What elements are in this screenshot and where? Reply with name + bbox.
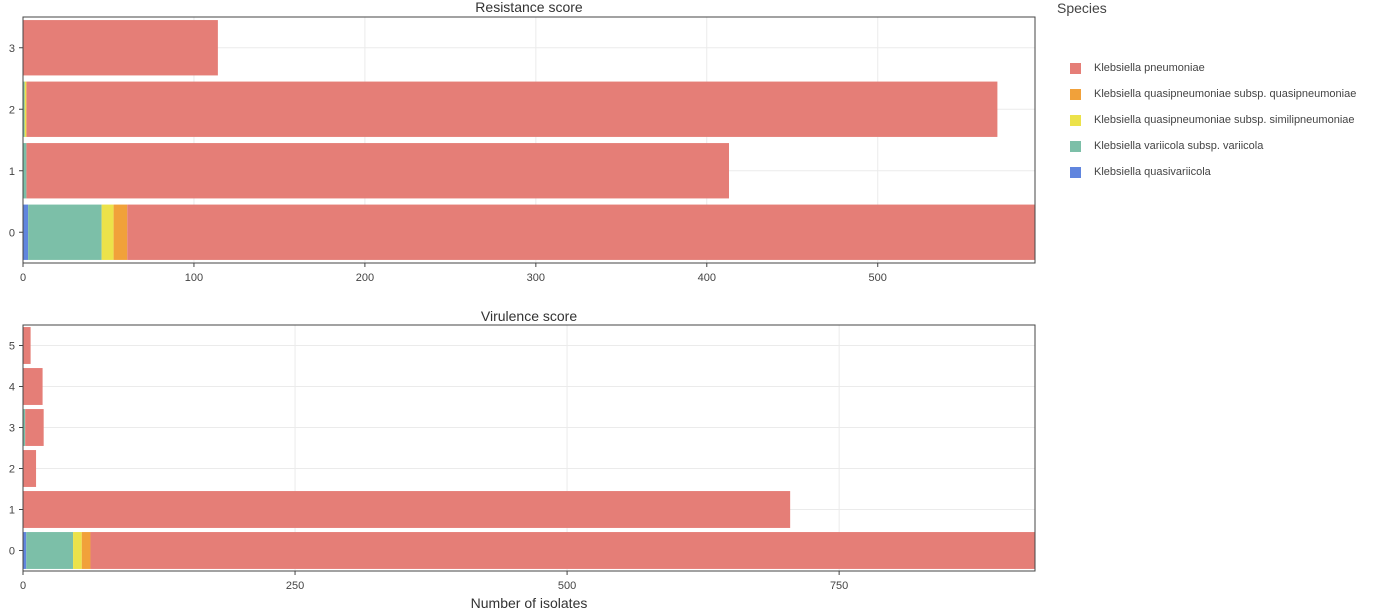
- x-tick-label: 500: [558, 580, 576, 592]
- y-tick-label: 3: [9, 423, 15, 435]
- bar-segment-klebsiella-pneumoniae-4[interactable]: [23, 368, 43, 405]
- bar-segment-klebsiella-variicola-subsp-variicola-0[interactable]: [26, 532, 74, 569]
- y-tick-label: 1: [9, 166, 15, 178]
- x-tick-label: 300: [527, 272, 545, 284]
- chart-title: Virulence score: [481, 308, 577, 324]
- legend-item-klebsiella-pneumoniae[interactable]: Klebsiella pneumoniae: [1070, 60, 1205, 76]
- legend-item-similipneumoniae[interactable]: Klebsiella quasipneumoniae subsp. simili…: [1070, 112, 1355, 128]
- bar-segment-klebsiella-pneumoniae-2[interactable]: [23, 450, 37, 487]
- x-tick-label: 100: [185, 272, 203, 284]
- x-axis-title: Number of isolates: [471, 595, 588, 611]
- bar-segment-klebsiella-quasipneumoniae-subsp-similipneumoniae-2[interactable]: [24, 81, 27, 137]
- bar-segment-klebsiella-pneumoniae-0[interactable]: [90, 532, 1035, 569]
- legend-swatch: [1070, 140, 1081, 152]
- chart-title: Resistance score: [475, 0, 583, 15]
- plot-frame: [22, 16, 1036, 264]
- y-tick-label: 5: [9, 341, 15, 353]
- bar-segment-klebsiella-pneumoniae-2[interactable]: [26, 81, 998, 137]
- bar-segment-klebsiella-quasipneumoniae-subsp-similipneumoniae-0[interactable]: [73, 532, 82, 569]
- x-tick-label: 0: [20, 272, 26, 284]
- x-tick-label: 0: [20, 580, 26, 592]
- plot-frame: [22, 324, 1036, 572]
- y-tick-label: 3: [9, 43, 15, 55]
- bar-segment-klebsiella-quasipneumoniae-subsp-quasipneumoniae-0[interactable]: [81, 532, 91, 569]
- bar-segment-klebsiella-pneumoniae-1[interactable]: [26, 143, 730, 199]
- x-tick-label: 750: [830, 580, 848, 592]
- y-tick-label: 2: [9, 464, 15, 476]
- x-tick-label: 250: [286, 580, 304, 592]
- legend-label: Klebsiella quasipneumoniae subsp. simili…: [1094, 114, 1355, 126]
- x-tick-label: 500: [869, 272, 887, 284]
- chart-panel-resistance-score: 0 100 200 300 400 500 0 1 2 3 Resistance score: [9, 0, 1036, 284]
- x-tick-label: 400: [698, 272, 716, 284]
- legend-title: Species: [1057, 0, 1107, 16]
- bar-segment-klebsiella-pneumoniae-3[interactable]: [23, 20, 218, 76]
- legend-label: Klebsiella quasivariicola: [1094, 166, 1211, 178]
- legend-label: Klebsiella pneumoniae: [1094, 62, 1205, 74]
- y-tick-label: 1: [9, 505, 15, 517]
- legend-swatch: [1070, 166, 1081, 178]
- bar-segment-klebsiella-variicola-subsp-variicola-2[interactable]: [23, 81, 25, 137]
- legend-item-quasipneumoniae[interactable]: Klebsiella quasipneumoniae subsp. quasip…: [1070, 86, 1356, 102]
- legend-label: Klebsiella quasipneumoniae subsp. quasip…: [1094, 88, 1357, 100]
- bar-segment-klebsiella-quasipneumoniae-subsp-similipneumoniae-0[interactable]: [101, 204, 114, 260]
- legend-label: Klebsiella variicola subsp. variicola: [1094, 140, 1264, 152]
- legend-item-quasivariicola[interactable]: Klebsiella quasivariicola: [1070, 164, 1211, 180]
- bar-segment-klebsiella-pneumoniae-1[interactable]: [23, 491, 791, 528]
- legend-swatch: [1070, 62, 1081, 74]
- bar-segment-klebsiella-quasivariicola-0[interactable]: [23, 204, 29, 260]
- bar-segment-klebsiella-pneumoniae-5[interactable]: [23, 327, 31, 364]
- bar-segment-klebsiella-quasivariicola-0[interactable]: [23, 532, 27, 569]
- y-tick-label: 4: [9, 382, 15, 394]
- bar-segment-klebsiella-pneumoniae-3[interactable]: [25, 409, 44, 446]
- bar-segment-klebsiella-variicola-subsp-variicola-0[interactable]: [28, 204, 102, 260]
- bar-segment-klebsiella-variicola-subsp-variicola-1[interactable]: [23, 143, 27, 199]
- legend-swatch: [1070, 88, 1081, 100]
- bar-segment-klebsiella-pneumoniae-0[interactable]: [127, 204, 1035, 260]
- bar-segment-klebsiella-quasipneumoniae-subsp-quasipneumoniae-0[interactable]: [113, 204, 128, 260]
- y-tick-label: 2: [9, 104, 15, 116]
- legend-item-variicola[interactable]: Klebsiella variicola subsp. variicola: [1070, 138, 1263, 154]
- bar-segment-klebsiella-variicola-subsp-variicola-3[interactable]: [23, 409, 26, 446]
- legend-swatch: [1070, 114, 1081, 126]
- chart-panel-virulence-score: 0 250 500 750 0 1 2 3 4 5 Virulence score: [9, 308, 1036, 592]
- y-tick-label: 0: [9, 227, 15, 239]
- y-tick-label: 0: [9, 546, 15, 558]
- x-tick-label: 200: [356, 272, 374, 284]
